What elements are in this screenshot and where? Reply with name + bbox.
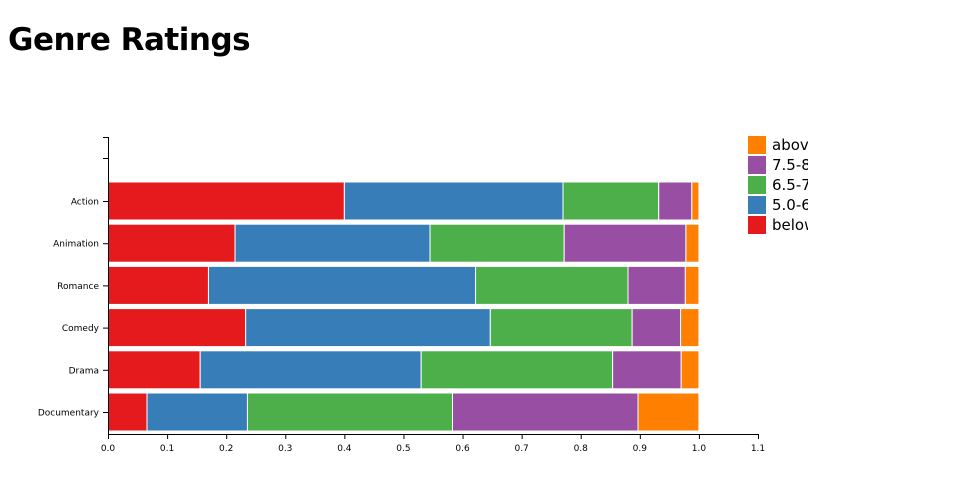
- x-tick-label-0-1: 0.1: [160, 444, 174, 454]
- y-tick-label-documentary: Documentary: [38, 409, 100, 419]
- y-tick-label-drama: Drama: [69, 366, 99, 376]
- bar-documentary-7-5-8: [452, 392, 639, 432]
- bar-romance-5-0-6: [207, 265, 477, 305]
- bar-documentary-5-0-6: [146, 392, 248, 432]
- x-tick-label-0-8: 0.8: [574, 444, 589, 454]
- x-tick-label-0-5: 0.5: [396, 444, 410, 454]
- legend-label-abov: abov: [772, 136, 809, 154]
- legend-swatch-below: [748, 216, 766, 234]
- legend-label-6-5-7: 6.5-7: [772, 176, 811, 194]
- bar-action-7-5-8: [658, 181, 693, 221]
- bar-documentary-below: [107, 392, 148, 432]
- bar-drama-below: [107, 350, 201, 390]
- legend-swatch-5-0-6: [748, 196, 766, 214]
- x-tick-label-1-1: 1.1: [751, 444, 765, 454]
- bar-animation-5-0-6: [234, 223, 431, 263]
- x-axis: 0.0 0.1 0.2 0.3 0.4 0.5 0.6 0.7 0.8 0.9 1.0 1.1: [101, 434, 765, 454]
- bar-comedy-7-5-8: [631, 308, 682, 348]
- legend-swatch-abov: [748, 136, 766, 154]
- bar-romance-7-5-8: [627, 265, 686, 305]
- bar-romance-6-5-7: [475, 265, 629, 305]
- bar-action-below: [107, 181, 345, 221]
- bar-comedy-6-5-7: [489, 308, 633, 348]
- bar-animation-6-5-7: [429, 223, 565, 263]
- bar-comedy-5-0-6: [245, 308, 491, 348]
- x-tick-label-0-2: 0.2: [219, 444, 233, 454]
- bar-romance-abov: [684, 265, 700, 305]
- bar-drama-abov: [680, 350, 700, 390]
- x-tick-label-0-6: 0.6: [455, 444, 470, 454]
- bar-drama-7-5-8: [612, 350, 682, 390]
- bar-action-abov: [691, 181, 700, 221]
- x-tick-label-0-0: 0.0: [101, 444, 116, 454]
- bar-animation-below: [107, 223, 236, 263]
- bar-drama-5-0-6: [199, 350, 422, 390]
- x-tick-label-0-7: 0.7: [514, 444, 528, 454]
- y-axis: Action Animation Romance Comedy Drama Documen…: [38, 137, 109, 434]
- legend: abov 7.5-8 6.5-7 5.0-6 below: [748, 136, 816, 234]
- x-tick-label-0-4: 0.4: [337, 444, 352, 454]
- chart-title: Genre Ratings: [8, 22, 251, 58]
- bar-action-5-0-6: [343, 181, 564, 221]
- bar-action-6-5-7: [562, 181, 660, 221]
- legend-items: abov 7.5-8 6.5-7 5.0-6 below: [748, 136, 816, 234]
- legend-label-5-0-6: 5.0-6: [772, 196, 811, 214]
- bar-romance-below: [107, 265, 209, 305]
- bar-comedy-abov: [680, 308, 700, 348]
- legend-label-7-5-8: 7.5-8: [772, 156, 811, 174]
- y-tick-label-comedy: Comedy: [62, 324, 100, 334]
- bar-animation-abov: [685, 223, 700, 263]
- bar-drama-6-5-7: [420, 350, 614, 390]
- x-tick-label-0-9: 0.9: [633, 444, 648, 454]
- y-tick-label-romance: Romance: [57, 282, 99, 292]
- bars-layer: [107, 181, 700, 432]
- x-tick-label-0-3: 0.3: [278, 444, 292, 454]
- bar-animation-7-5-8: [563, 223, 687, 263]
- legend-swatch-7-5-8: [748, 156, 766, 174]
- bar-documentary-6-5-7: [246, 392, 453, 432]
- y-tick-label-action: Action: [71, 198, 99, 208]
- legend-swatch-6-5-7: [748, 176, 766, 194]
- bar-documentary-abov: [637, 392, 700, 432]
- x-tick-label-1-0: 1.0: [692, 444, 707, 454]
- bar-comedy-below: [107, 308, 247, 348]
- y-tick-label-animation: Animation: [53, 240, 99, 250]
- legend-label-below: below: [772, 216, 816, 234]
